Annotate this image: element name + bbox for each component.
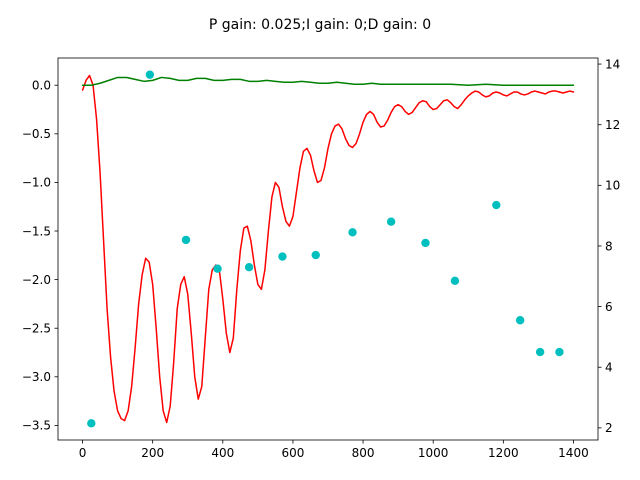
series-line-0 <box>81 74 575 424</box>
x-tick-label: 800 <box>352 446 375 460</box>
y-tick-label: −3.0 <box>22 370 51 384</box>
scatter-point <box>348 228 357 237</box>
plot-series <box>81 70 575 428</box>
plot-area <box>81 70 575 428</box>
y2-tick-label: 4 <box>605 361 613 375</box>
x-tick-label: 0 <box>79 446 87 460</box>
scatter-point <box>244 262 254 272</box>
scatter-point <box>278 252 287 261</box>
axes: 0 200 400 600 800 1000 1200 1400 0.0 −0.5 −1.0 −1.5… <box>22 57 620 460</box>
x-tick-label: 1400 <box>558 446 589 460</box>
x-tick-label: 1000 <box>418 446 449 460</box>
y-tick-label: −1.5 <box>22 224 51 238</box>
scatter-point <box>311 250 320 260</box>
y2-tick-label: 12 <box>605 118 620 132</box>
scatter-point <box>492 200 501 210</box>
x-tick-label: 400 <box>211 446 234 460</box>
x-tick-label: 1200 <box>488 446 519 460</box>
y-tick-label: −0.5 <box>22 127 51 141</box>
scatter-point <box>555 347 564 357</box>
y-tick-label: −1.0 <box>22 176 51 190</box>
scatter-point <box>535 347 545 357</box>
series-line-1 <box>81 76 575 86</box>
y2-tick-label: 2 <box>605 421 613 435</box>
scatter-point <box>515 316 525 325</box>
scatter-point <box>87 419 96 428</box>
scatter-point <box>213 264 222 273</box>
scatter-point <box>386 217 396 226</box>
y2-tick-label: 6 <box>605 300 613 314</box>
scatter-point <box>181 235 191 245</box>
scatter-point <box>450 276 460 286</box>
y-tick-label: 0.0 <box>32 79 51 93</box>
y2-tick-label: 10 <box>605 179 620 193</box>
y-tick-label: −2.5 <box>22 322 51 336</box>
scatter-point <box>145 70 155 79</box>
x-tick-label: 600 <box>281 446 304 460</box>
y-tick-label: −3.5 <box>22 419 51 433</box>
x-tick-label: 200 <box>141 446 164 460</box>
scatter-point <box>421 238 430 248</box>
chart-title: P gain: 0.025;I gain: 0;D gain: 0 <box>209 17 431 33</box>
axes-frame <box>57 57 599 441</box>
y2-tick-label: 8 <box>605 239 613 253</box>
y-tick-label: −2.0 <box>22 273 51 287</box>
y2-tick-label: 14 <box>605 57 620 71</box>
